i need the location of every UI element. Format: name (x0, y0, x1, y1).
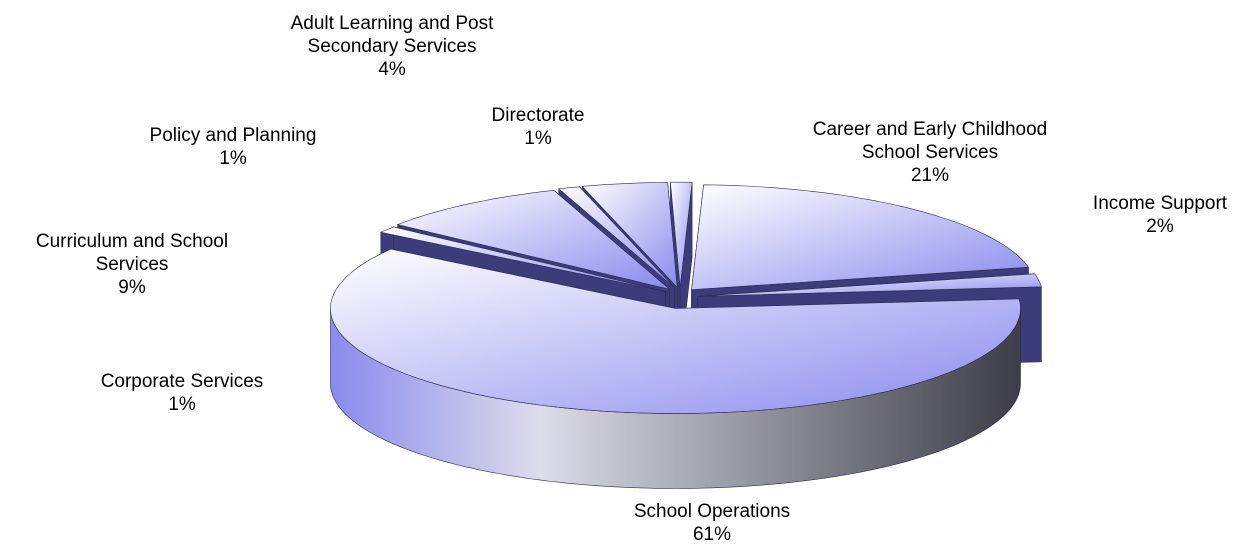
slice-top (581, 182, 678, 289)
category-name: Directorate (491, 105, 585, 126)
category-name: Corporate Services (100, 371, 264, 392)
value-label: 1% (524, 128, 552, 149)
value-label: 1% (219, 148, 247, 169)
slice-top (379, 226, 666, 292)
slice-top (558, 186, 675, 288)
category-name: Policy and Planning (149, 125, 317, 146)
slice-label: Career and Early Childhood School Servic… (804, 118, 1056, 187)
category-name: Adult Learning and Post Secondary Servic… (290, 13, 494, 57)
slice-top (670, 181, 693, 288)
value-label: 2% (1146, 216, 1174, 237)
slice-label: Directorate 1% (438, 104, 638, 150)
slice-top (330, 248, 1021, 414)
category-name: School Operations (633, 501, 791, 522)
value-label: 21% (910, 165, 950, 186)
value-label: 9% (118, 277, 146, 298)
slice-label: Curriculum and School Services 9% (12, 230, 252, 299)
value-label: 4% (378, 59, 406, 80)
slice-top (697, 273, 1042, 297)
category-name: Curriculum and School Services (35, 231, 229, 275)
category-name: Career and Early Childhood School Servic… (812, 119, 1048, 163)
value-label: 1% (168, 394, 196, 415)
slice-label: Income Support 2% (1060, 192, 1246, 238)
slice-label: Policy and Planning 1% (113, 124, 353, 170)
slice-label: School Operations 61% (582, 500, 842, 546)
slice-top (691, 184, 1030, 291)
slice-label: Corporate Services 1% (52, 370, 312, 416)
slice-label: Adult Learning and Post Secondary Servic… (257, 12, 527, 81)
slice-top (396, 189, 670, 290)
category-name: Income Support (1092, 193, 1228, 214)
value-label: 61% (692, 524, 732, 545)
slice (330, 248, 1021, 489)
